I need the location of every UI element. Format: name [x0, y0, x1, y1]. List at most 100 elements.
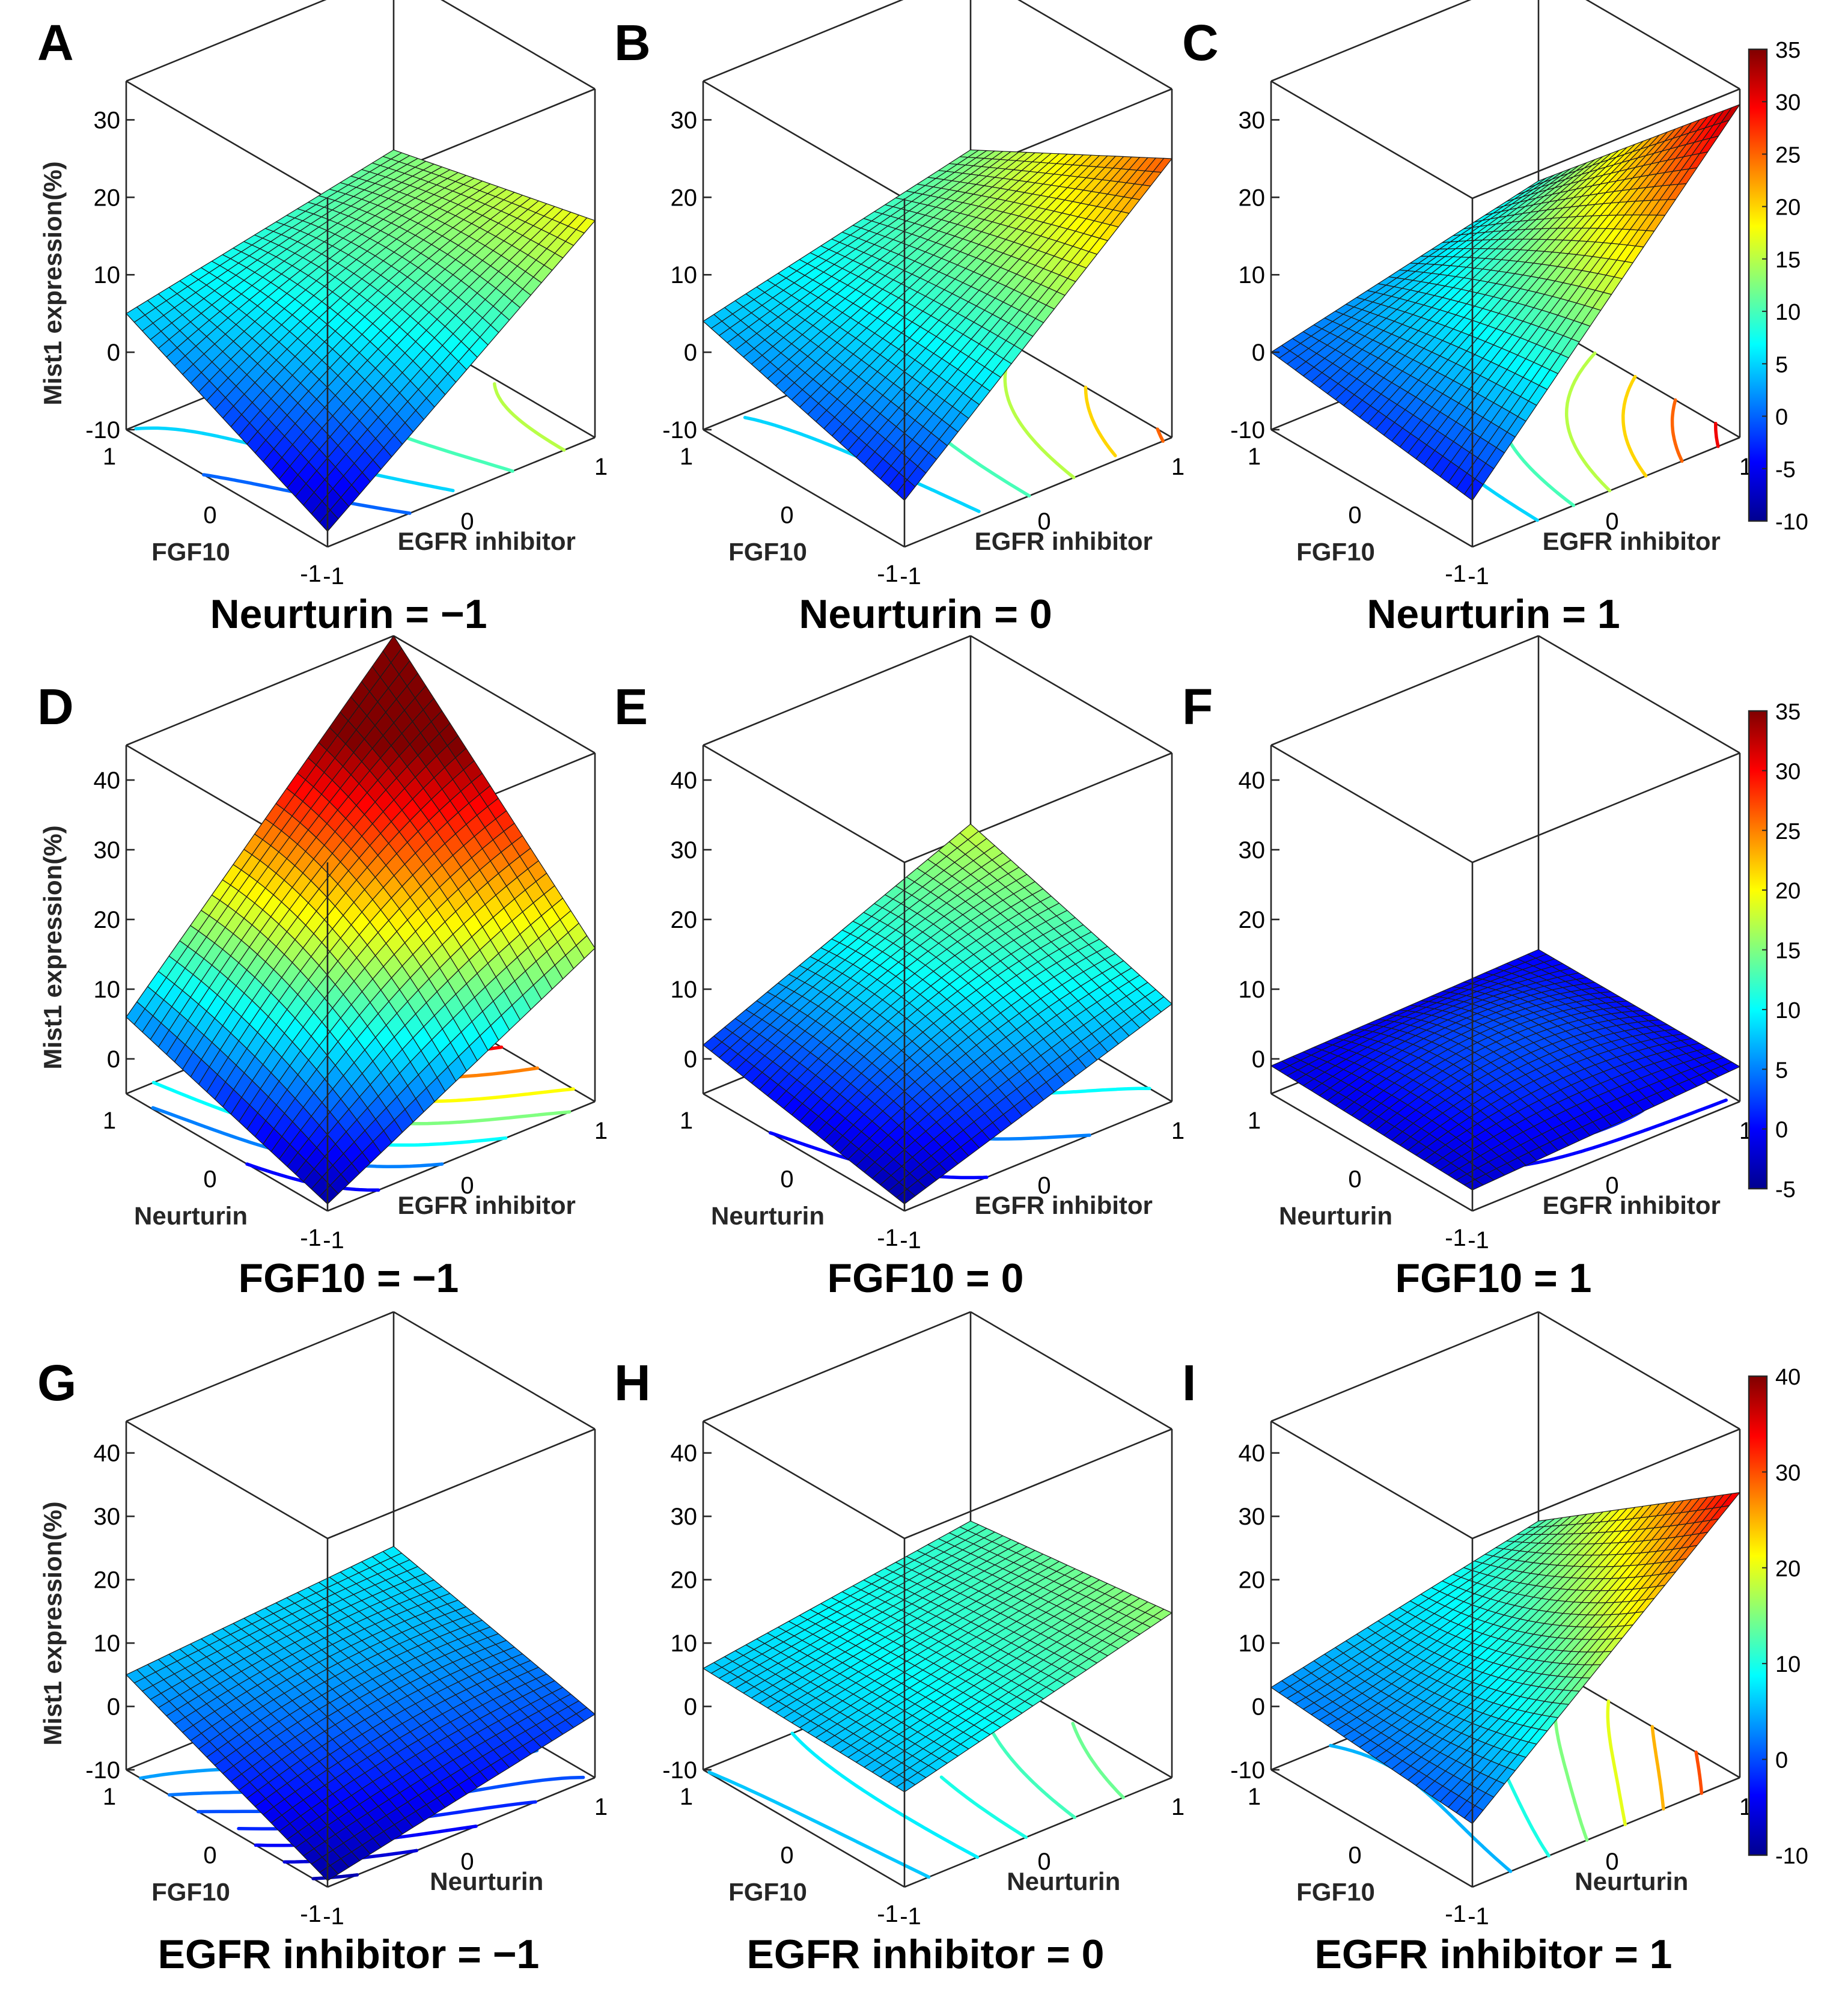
box-edge — [126, 80, 328, 200]
z-tick-label: 20 — [1239, 907, 1266, 933]
y-tick-label: 1 — [103, 1784, 116, 1810]
z-tick-label: 10 — [94, 262, 121, 288]
surface-mesh — [703, 823, 1173, 1205]
z-axis-label: Mist1 expression(%) — [38, 825, 67, 1069]
z-tick-label: 40 — [1239, 767, 1266, 794]
y-tick-label: 0 — [1348, 502, 1361, 529]
x-tick-label: 0 — [1037, 508, 1051, 535]
y-tick-label: -1 — [1445, 1225, 1466, 1251]
contour-line — [1084, 385, 1117, 457]
panel-title: Neurturin = 0 — [799, 591, 1052, 637]
panel-letter: E — [614, 678, 648, 735]
panel-title: Neurturin = 1 — [1367, 591, 1620, 637]
y-tick-label: 1 — [103, 1108, 116, 1134]
z-tick-label: 0 — [107, 1694, 120, 1721]
box-edge — [1270, 744, 1473, 864]
box-edge — [703, 0, 904, 82]
y-tick-label: 0 — [203, 1843, 216, 1869]
box-edge — [126, 0, 327, 82]
box-edge — [1472, 436, 1740, 548]
z-axis-label: Mist1 expression(%) — [38, 161, 67, 405]
z-tick-label: 30 — [94, 107, 121, 133]
z-tick-label: -10 — [85, 417, 120, 444]
x-axis-label: EGFR inhibitor — [1543, 527, 1721, 555]
box-edge — [1270, 0, 1472, 82]
y-tick-label: 0 — [780, 502, 793, 529]
z-tick-label: -10 — [1230, 417, 1265, 444]
z-tick-label: 10 — [1239, 262, 1266, 288]
box-edge — [703, 1420, 905, 1540]
z-tick-label: 40 — [94, 1440, 121, 1467]
z-tick-label: 30 — [1239, 837, 1266, 864]
y-axis-label: FGF10 — [151, 1878, 230, 1906]
panel-letter: D — [37, 678, 74, 735]
z-tick-label: 40 — [671, 767, 698, 794]
contour-line — [1621, 374, 1648, 478]
x-axis-label: EGFR inhibitor — [398, 527, 576, 555]
y-tick-label: 0 — [203, 1166, 216, 1193]
box-edge — [970, 1311, 1173, 1430]
z-tick-label: 20 — [671, 907, 698, 933]
z-tick-label: 0 — [107, 1046, 120, 1073]
y-tick-label: 1 — [103, 444, 116, 470]
panel-title: EGFR inhibitor = −1 — [158, 1931, 540, 1977]
box-edge — [327, 1428, 596, 1540]
box-edge — [327, 436, 596, 548]
box-edge — [703, 744, 905, 864]
z-tick-label: 20 — [671, 184, 698, 211]
box-edge — [904, 1428, 1173, 1540]
x-axis-label: EGFR inhibitor — [975, 1191, 1153, 1219]
panel-title: FGF10 = 0 — [828, 1255, 1024, 1301]
y-tick-label: 1 — [1248, 444, 1261, 470]
z-axis-label: Mist1 expression(%) — [38, 1501, 67, 1745]
z-tick-label: 0 — [684, 340, 697, 366]
y-axis-label: FGF10 — [728, 538, 807, 566]
box-edge — [1585, 0, 1740, 90]
surface-mesh — [126, 1546, 596, 1882]
contour-line — [493, 382, 566, 452]
surface-cell — [895, 479, 916, 501]
contour-line — [1003, 344, 1076, 480]
x-tick-label: 0 — [460, 508, 474, 535]
box-edge — [970, 635, 1173, 754]
x-tick-label: -1 — [323, 1903, 344, 1930]
z-tick-label: 0 — [1252, 1046, 1265, 1073]
box-edge — [703, 635, 971, 746]
x-axis-label: EGFR inhibitor — [975, 527, 1153, 555]
box-edge — [703, 428, 905, 548]
y-tick-label: 0 — [203, 502, 216, 529]
x-axis-label: EGFR inhibitor — [398, 1191, 576, 1219]
box-edge — [1017, 0, 1173, 90]
box-edge — [1270, 635, 1539, 746]
z-tick-label: 0 — [107, 340, 120, 366]
box-edge — [1270, 80, 1473, 200]
box-edge — [703, 1769, 905, 1888]
z-tick-label: 30 — [671, 837, 698, 864]
y-axis-label: FGF10 — [151, 538, 230, 566]
surface-mesh — [703, 1520, 1173, 1793]
y-axis-label: Neurturin — [1279, 1202, 1392, 1230]
box-edge — [1538, 635, 1740, 754]
y-tick-label: 1 — [1248, 1108, 1261, 1134]
x-axis-label: Neurturin — [430, 1867, 543, 1895]
box-edge — [703, 80, 905, 200]
y-tick-label: 1 — [680, 1108, 693, 1134]
y-tick-label: -1 — [877, 1225, 898, 1251]
y-tick-label: 1 — [680, 444, 693, 470]
panel-title: FGF10 = −1 — [239, 1255, 459, 1301]
panel-title: Neurturin = −1 — [210, 591, 487, 637]
z-tick-label: 20 — [94, 907, 121, 933]
x-tick-label: 1 — [594, 1794, 608, 1820]
panel-letter: F — [1182, 678, 1213, 735]
z-tick-label: 30 — [94, 837, 121, 864]
x-tick-label: -1 — [1468, 1227, 1489, 1254]
x-tick-label: -1 — [1468, 563, 1489, 590]
panel-letter: B — [614, 14, 651, 71]
